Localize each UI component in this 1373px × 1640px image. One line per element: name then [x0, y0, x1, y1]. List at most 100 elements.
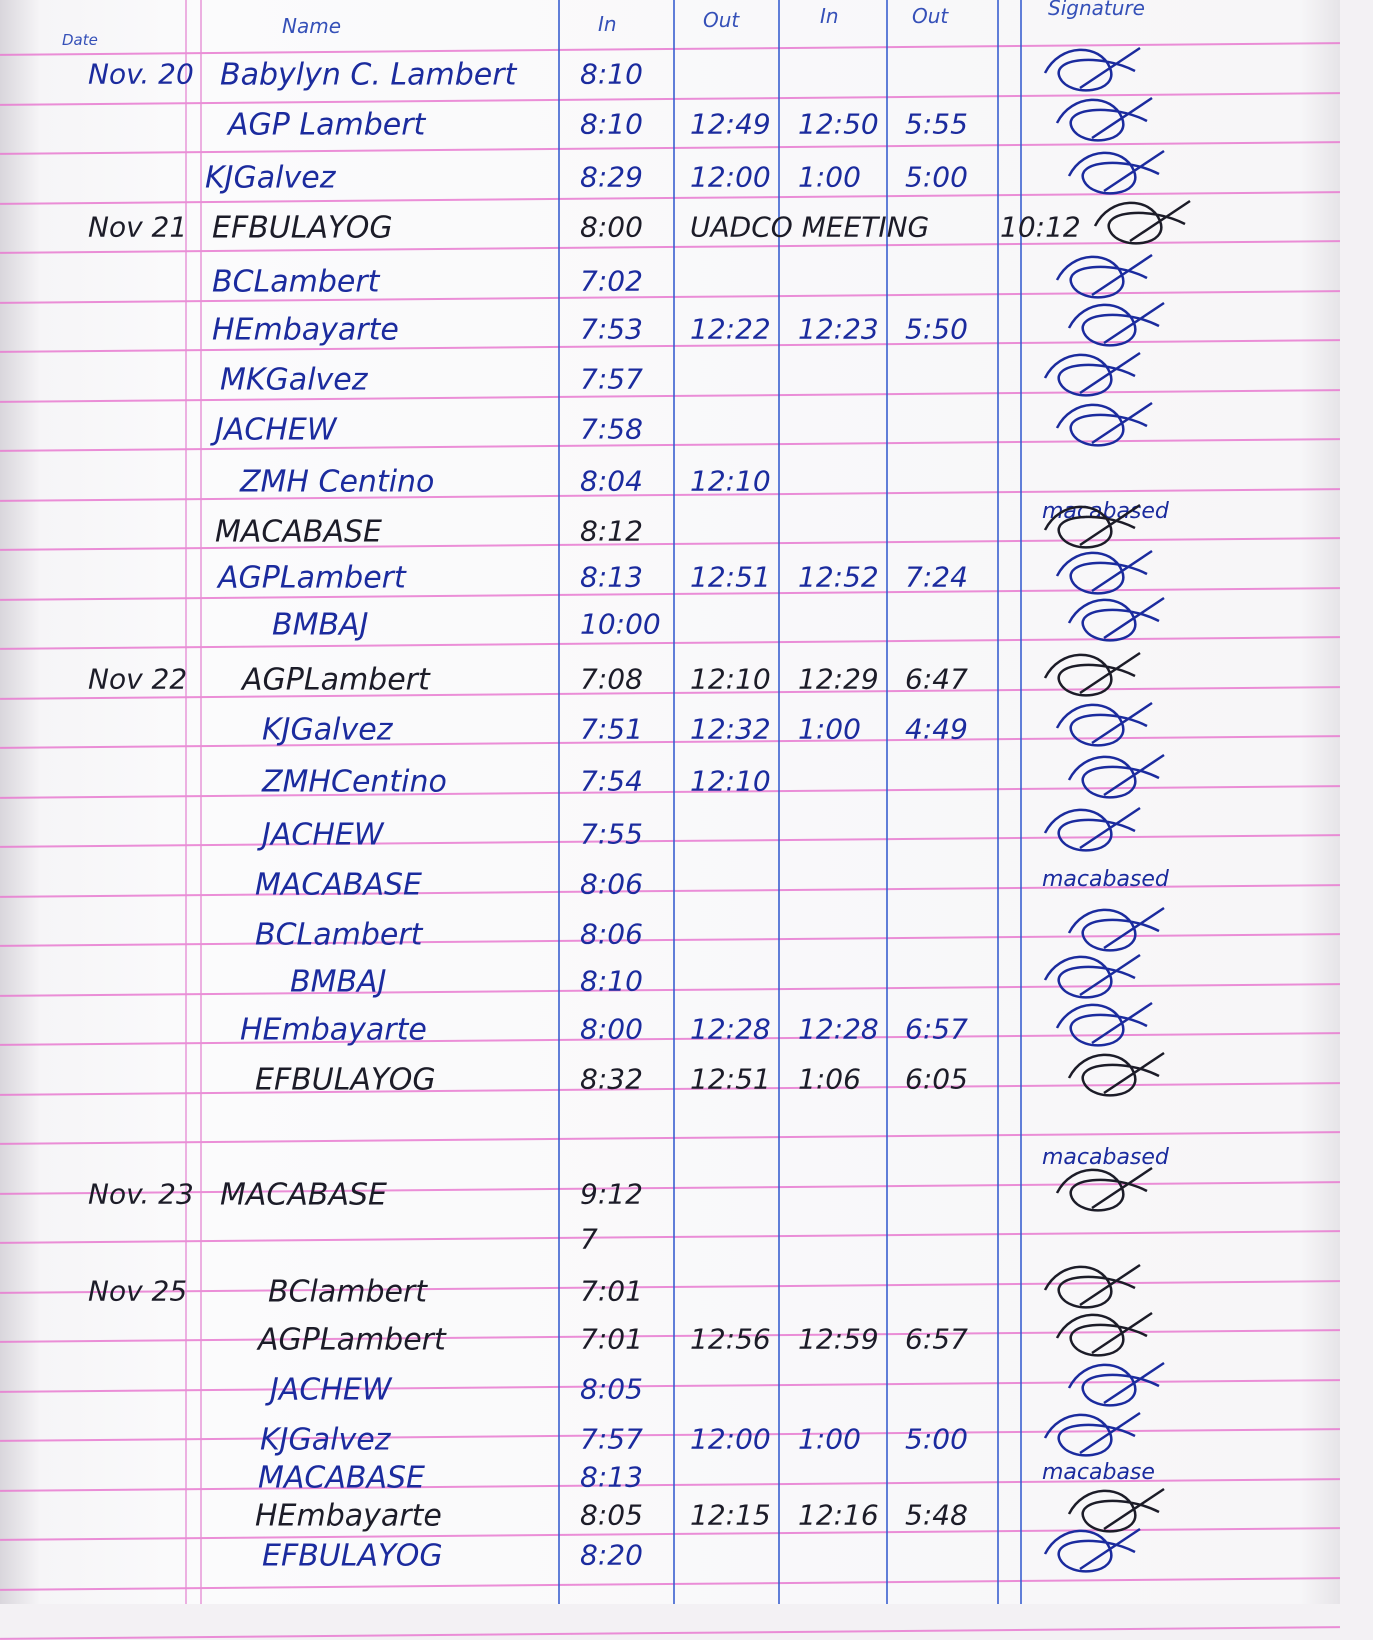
entry-time-in2: 1:00	[798, 712, 861, 746]
entry-time-in1: 8:12	[580, 514, 643, 548]
entry-time-in1: 7:58	[580, 412, 643, 446]
column-line	[673, 0, 675, 1604]
signature-scribble	[1043, 351, 1141, 397]
entry-name: JACHEW	[270, 1372, 392, 1408]
entry-name: EFBULAYOG	[262, 1538, 443, 1574]
signature-scribble	[1043, 651, 1141, 697]
entry-time-in1: 7:57	[580, 362, 643, 396]
entry-time-in2: 12:16	[798, 1498, 879, 1532]
entry-name: HEmbayarte	[240, 1012, 427, 1048]
signature-scribble	[1055, 1001, 1153, 1047]
entry-time-in1: 8:06	[580, 917, 643, 951]
signature-scribble	[1043, 503, 1141, 549]
entry-time-out1: 12:32	[690, 712, 771, 746]
signature-text: macabase	[1042, 1459, 1155, 1485]
entry-time-out2: 7:24	[905, 560, 968, 594]
entry-time-in1: 8:05	[580, 1498, 643, 1532]
entry-time-in1: 8:13	[580, 1460, 643, 1494]
entry-name: JACHEW	[262, 817, 384, 853]
entry-name: BClambert	[268, 1274, 428, 1310]
entry-time-out2: 5:00	[905, 1422, 968, 1456]
entry-time-out1: 12:56	[690, 1322, 771, 1356]
entry-time-in1: 7	[580, 1222, 598, 1256]
entry-time-out2: 6:57	[905, 1012, 968, 1046]
entry-time-in1: 7:08	[580, 662, 643, 696]
entry-name: AGPLambert	[242, 662, 430, 698]
entry-time-out2: 6:47	[905, 662, 968, 696]
entry-name: KJGalvez	[260, 1422, 391, 1458]
entry-time-out1: 12:10	[690, 662, 771, 696]
entry-time-out2: 6:57	[905, 1322, 968, 1356]
entry-time-in1: 9:12	[580, 1177, 643, 1211]
signature-scribble	[1043, 1411, 1141, 1457]
entry-time-in1: 7:55	[580, 817, 643, 851]
entry-time-out2: 5:50	[905, 312, 968, 346]
entry-time-in1: 8:20	[580, 1538, 643, 1572]
entry-time-out2: 5:55	[905, 107, 968, 141]
entry-time-out2: 6:05	[905, 1062, 968, 1096]
entry-name: HEmbayarte	[212, 312, 399, 348]
entry-time-in2: 12:52	[798, 560, 879, 594]
entry-time-in1: 8:13	[580, 560, 643, 594]
column-line	[558, 0, 560, 1604]
signature-scribble	[1055, 701, 1153, 747]
header-out-1: Out	[703, 8, 740, 32]
entry-time-out2: 4:49	[905, 712, 968, 746]
column-line	[886, 0, 888, 1604]
signature-text: macabased	[1042, 1144, 1169, 1170]
entry-time-out1: 12:49	[690, 107, 771, 141]
signature-scribble	[1067, 753, 1165, 799]
signature-scribble	[1067, 596, 1165, 642]
entry-time-in2: 12:23	[798, 312, 879, 346]
entry-time-out2: 10:12	[1000, 210, 1081, 244]
entry-name: EFBULAYOG	[212, 210, 393, 246]
signature-scribble	[1055, 1166, 1153, 1212]
entry-time-in1: 7:53	[580, 312, 643, 346]
entry-date: Nov. 23	[88, 1177, 194, 1211]
entry-time-in1: 8:32	[580, 1062, 643, 1096]
header-signature: Signature	[1048, 0, 1145, 20]
entry-time-in1: 8:06	[580, 867, 643, 901]
entry-name: Babylyn C. Lambert	[220, 57, 517, 93]
column-line	[997, 0, 999, 1604]
signature-scribble	[1043, 1527, 1141, 1573]
entry-time-in1: 8:10	[580, 107, 643, 141]
signature-scribble	[1055, 401, 1153, 447]
entry-name: BMBAJ	[272, 607, 369, 643]
entry-time-in1: 8:00	[580, 1012, 643, 1046]
header-name: Name	[282, 14, 342, 38]
margin-line	[185, 0, 187, 1604]
entry-time-in1: 10:00	[580, 607, 661, 641]
entry-time-out1: 12:10	[690, 764, 771, 798]
signature-scribble	[1043, 806, 1141, 852]
entry-time-out1: 12:22	[690, 312, 771, 346]
entry-time-out1: 12:51	[690, 560, 771, 594]
signature-scribble	[1067, 301, 1165, 347]
signature-scribble	[1067, 1487, 1165, 1533]
entry-time-in1: 7:51	[580, 712, 643, 746]
entry-name: HEmbayarte	[255, 1498, 442, 1534]
entry-name: AGPLambert	[258, 1322, 446, 1358]
entry-date: Nov 21	[88, 210, 188, 244]
entry-name: BMBAJ	[290, 964, 387, 1000]
entry-name: MACABASE	[220, 1177, 387, 1213]
signature-scribble	[1055, 253, 1153, 299]
entry-time-in2: 1:00	[798, 1422, 861, 1456]
entry-name: KJGalvez	[205, 160, 336, 196]
signature-scribble	[1055, 96, 1153, 142]
ruled-line	[0, 1626, 1340, 1640]
entry-time-out1: 12:10	[690, 464, 771, 498]
entry-name: MACABASE	[215, 514, 382, 550]
entry-time-in1: 8:10	[580, 964, 643, 998]
entry-name: BCLambert	[255, 917, 423, 953]
entry-name: ZMH Centino	[240, 464, 435, 500]
entry-time-in2: 1:06	[798, 1062, 861, 1096]
entry-time-in1: 8:00	[580, 210, 643, 244]
signature-scribble	[1067, 906, 1165, 952]
entry-time-in1: 7:54	[580, 764, 643, 798]
entry-name: MACABASE	[255, 867, 422, 903]
entry-time-out1: 12:00	[690, 160, 771, 194]
entry-name: KJGalvez	[262, 712, 393, 748]
signature-scribble	[1067, 149, 1165, 195]
signature-scribble	[1043, 46, 1141, 92]
